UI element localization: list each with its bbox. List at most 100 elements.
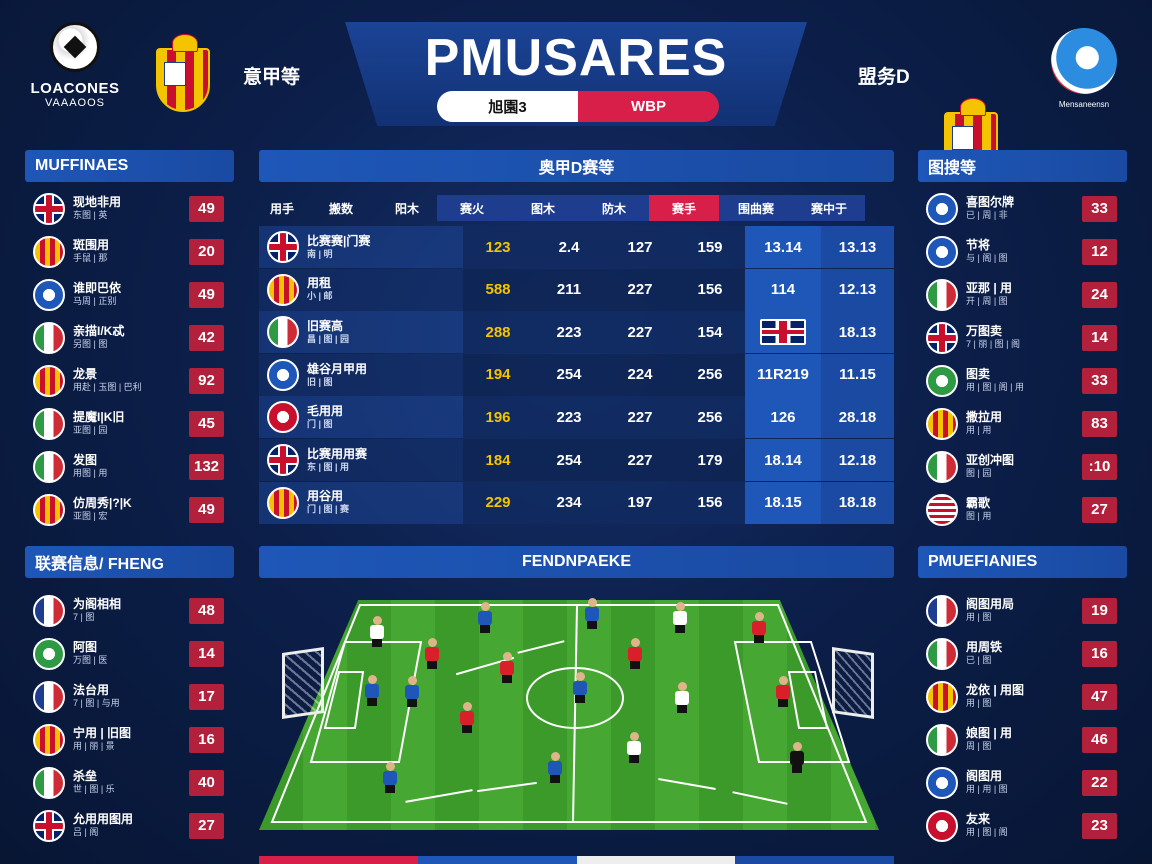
cell-value: 227 xyxy=(605,396,675,439)
column-header[interactable]: 搬数 xyxy=(328,201,353,216)
list-item-sub: 已 | 周 | 非 xyxy=(966,210,1008,221)
left-goal xyxy=(282,647,324,719)
table-row[interactable]: 毛用用门 | 图 196 223 227 256 126 28.18 xyxy=(259,396,894,439)
list-item[interactable]: 仿周秀|?|K 亚图 | 宏 49 xyxy=(25,488,234,531)
list-item[interactable]: 龙依 | 用图用 | 图 47 xyxy=(918,675,1127,718)
player-legs xyxy=(407,699,417,707)
list-item[interactable]: 法台用 7 | 图 | 与用 17 xyxy=(25,675,234,718)
player-icon[interactable] xyxy=(628,638,642,669)
player-icon[interactable] xyxy=(460,702,474,733)
list-item[interactable]: 阁图用局用 | 图 19 xyxy=(918,589,1127,632)
list-item[interactable]: 允用用图用吕 | 阁 27 xyxy=(25,804,234,847)
player-icon[interactable] xyxy=(752,612,766,643)
home-crest-icon[interactable] xyxy=(156,34,210,112)
list-item[interactable]: 谁即巴依 马周 | 正别 49 xyxy=(25,273,234,316)
list-item-name: 节将 xyxy=(966,238,991,253)
view-toggle[interactable]: 旭園3 WBP xyxy=(437,91,719,122)
table-row[interactable]: 雄谷月甲用旧 | 图 194 254 224 256 11R219 11.15 xyxy=(259,353,894,396)
list-item[interactable]: 提魔I|K旧 亚图 | 园 45 xyxy=(25,402,234,445)
list-item[interactable]: 撒拉用用 | 用 83 xyxy=(918,402,1127,445)
table-row[interactable]: 旧赛高昌 | 图 | 园 288 223 227 154 18.13 xyxy=(259,311,894,354)
it-flag-icon xyxy=(33,766,65,799)
player-icon[interactable] xyxy=(673,602,687,633)
column-header[interactable]: 阳木 xyxy=(394,201,419,216)
list-item[interactable]: 霸歌图 | 用 27 xyxy=(918,488,1127,531)
player-icon[interactable] xyxy=(585,598,599,629)
list-item[interactable]: 友来用 | 图 | 阁 23 xyxy=(918,804,1127,847)
toggle-left-option[interactable]: 旭園3 xyxy=(437,91,578,122)
table-row[interactable]: 用谷用门 | 图 | 赛 229 234 197 156 18.15 18.18 xyxy=(259,481,894,524)
list-item[interactable]: 现地非用 东图 | 英 49 xyxy=(25,187,234,230)
player-icon[interactable] xyxy=(627,732,641,763)
home-team-name[interactable]: 意甲等 xyxy=(243,67,301,88)
player-icon[interactable] xyxy=(548,752,562,783)
value-badge: 22 xyxy=(1082,769,1117,796)
toggle-right-option[interactable]: WBP xyxy=(578,91,719,122)
list-item[interactable]: 龙景 用赴 | 玉图 | 巴利 92 xyxy=(25,359,234,402)
player-icon[interactable] xyxy=(573,672,587,703)
halfway-line xyxy=(572,604,578,823)
list-item[interactable]: 发图 用图 | 用 132 xyxy=(25,445,234,488)
player-icon[interactable] xyxy=(478,602,492,633)
list-item[interactable]: 亚创冲图图 | 园:10 xyxy=(918,445,1127,488)
column-header[interactable]: 赛中于 xyxy=(793,195,865,221)
player-head xyxy=(385,762,395,771)
list-item-sub: 另图 | 图 xyxy=(73,339,108,350)
table-row[interactable]: 比赛用用赛东 | 图 | 用 184 254 227 179 18.14 12.18 xyxy=(259,439,894,481)
player-icon[interactable] xyxy=(776,676,790,707)
list-item-text: 友来用 | 图 | 阁 xyxy=(966,812,1008,838)
column-header[interactable]: 图木 xyxy=(507,195,579,221)
player-icon[interactable] xyxy=(405,676,419,707)
list-item[interactable]: 万图卖 7 | 丽 | 图 | 阁 14 xyxy=(918,316,1127,359)
list-item[interactable]: 阿图 万图 | 医 14 xyxy=(25,632,234,675)
list-item-sub: 开 | 周 | 图 xyxy=(966,296,1008,307)
list-item[interactable]: 用周铁已 | 图 16 xyxy=(918,632,1127,675)
soccer-ball-icon xyxy=(50,22,100,72)
football-pitch[interactable] xyxy=(259,600,879,830)
list-item[interactable]: 节将与 | 阁 | 图 12 xyxy=(918,230,1127,273)
cell-value: 11.15 xyxy=(821,353,894,396)
player-head xyxy=(675,602,685,611)
column-header[interactable]: 用手 xyxy=(269,201,294,216)
cell-value: 123 xyxy=(463,226,533,268)
table-row[interactable]: 用租小 | 邮 588 211 227 156 114 12.13 xyxy=(259,268,894,311)
player-icon[interactable] xyxy=(365,675,379,706)
list-item-name: 龙依 | 用图 xyxy=(966,683,1025,698)
list-item-sub: 万图 | 医 xyxy=(73,655,108,666)
player-legs xyxy=(675,625,685,633)
list-item[interactable]: 阁图用用 | 用 | 图 22 xyxy=(918,761,1127,804)
list-item[interactable]: 亚那 | 用开 | 周 | 图 24 xyxy=(918,273,1127,316)
player-shirt xyxy=(500,661,514,675)
list-item-text: 喜图尔牌已 | 周 | 非 xyxy=(966,195,1014,221)
list-item-text: 宁用 | 旧图用 | 丽 | 景 xyxy=(73,726,131,752)
player-icon[interactable] xyxy=(425,638,439,669)
away-team-name[interactable]: 盟务D xyxy=(858,67,910,88)
list-item[interactable]: 喜图尔牌已 | 周 | 非 33 xyxy=(918,187,1127,230)
column-header[interactable]: 赛手 xyxy=(649,195,719,221)
cell-v5: 11R219 xyxy=(745,353,821,396)
list-item[interactable]: 宁用 | 旧图用 | 丽 | 景 16 xyxy=(25,718,234,761)
team-cell-text: 雄谷月甲用旧 | 图 xyxy=(307,362,367,388)
value-badge: 46 xyxy=(1082,726,1117,753)
it-flag-icon xyxy=(926,637,958,670)
table-row[interactable]: 比赛赛|门赛南 | 明 123 2.4 127 159 13.14 13.13 xyxy=(259,226,894,268)
player-icon[interactable] xyxy=(500,652,514,683)
player-icon[interactable] xyxy=(370,616,384,647)
list-item[interactable]: 杀垒世 | 图 | 乐 40 xyxy=(25,761,234,804)
team-cell-text: 用谷用门 | 图 | 赛 xyxy=(307,489,349,515)
list-item[interactable]: 娘图 | 用周 | 图 46 xyxy=(918,718,1127,761)
player-icon[interactable] xyxy=(675,682,689,713)
right-goal-box xyxy=(787,671,829,729)
it-flag-icon xyxy=(267,316,299,349)
list-item[interactable]: 亲描I/K忒 另图 | 图 42 xyxy=(25,316,234,359)
list-item[interactable]: 图卖用 | 图 | 阁 | 用 33 xyxy=(918,359,1127,402)
player-icon[interactable] xyxy=(383,762,397,793)
list-item[interactable]: 斑围用 手鼠 | 那 20 xyxy=(25,230,234,273)
list-item[interactable]: 为阁相相 7 | 图 48 xyxy=(25,589,234,632)
column-header[interactable]: 围曲赛 xyxy=(719,195,793,221)
value-badge: :10 xyxy=(1082,453,1117,480)
column-header[interactable]: 防木 xyxy=(579,195,649,221)
player-icon[interactable] xyxy=(790,742,804,773)
list-item-name: 万图卖 xyxy=(966,324,1003,339)
column-header[interactable]: 赛火 xyxy=(437,195,507,221)
